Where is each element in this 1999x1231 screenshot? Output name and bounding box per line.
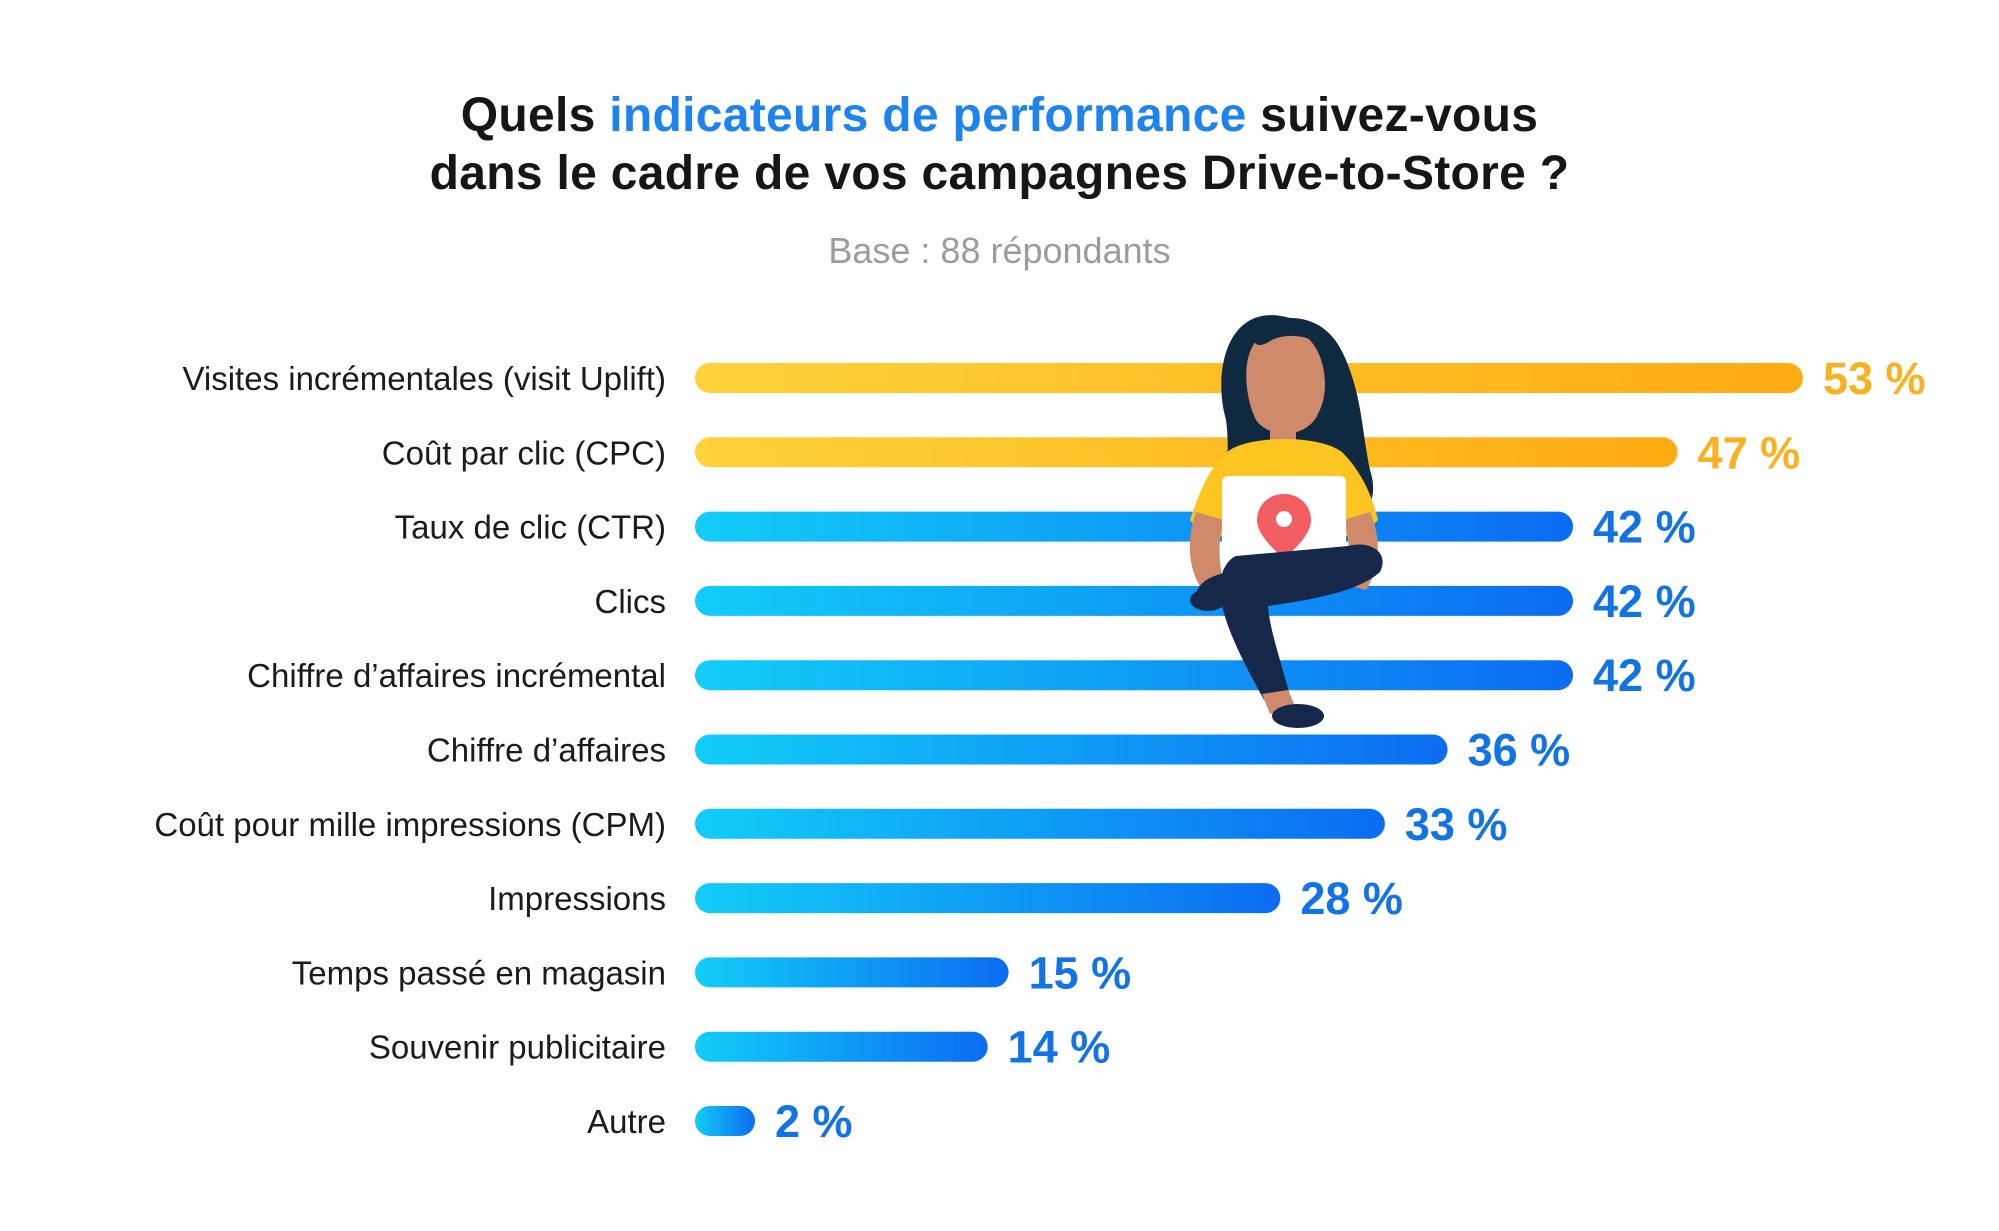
chart-title-line-1: Quels indicateurs de performance suivez-…	[0, 88, 1999, 143]
value-label: 42 %	[1593, 650, 1696, 701]
category-label: Temps passé en magasin	[292, 954, 666, 991]
value-label: 42 %	[1593, 576, 1696, 627]
category-label: Autre	[587, 1103, 666, 1140]
chart-subtitle: Base : 88 répondants	[828, 230, 1171, 271]
category-label: Chiffre d’affaires incrémental	[247, 657, 666, 694]
location-pin-icon	[1257, 494, 1311, 558]
value-label: 36 %	[1468, 725, 1571, 776]
category-label: Coût par clic (CPC)	[382, 434, 666, 471]
category-label: Taux de clic (CTR)	[395, 509, 666, 546]
category-label: Clics	[595, 583, 667, 620]
bar	[695, 1031, 988, 1062]
title-part-1: Quels	[460, 89, 610, 142]
value-label: 2 %	[775, 1096, 853, 1147]
title-highlight: indicateurs de performance	[609, 89, 1247, 142]
value-label: 28 %	[1300, 873, 1403, 924]
title-part-2: suivez-vous	[1246, 89, 1539, 142]
bar	[695, 437, 1678, 468]
chart-title-line-2: dans le cadre de vos campagnes Drive-to-…	[429, 147, 1570, 200]
bar	[695, 585, 1574, 616]
woman-with-laptop-icon	[1189, 315, 1383, 728]
category-label: Souvenir publicitaire	[369, 1029, 666, 1066]
category-label: Coût pour mille impressions (CPM)	[154, 806, 666, 843]
value-label: 33 %	[1405, 799, 1508, 850]
value-label: 15 %	[1029, 947, 1132, 998]
bar	[695, 511, 1574, 542]
bar	[695, 808, 1385, 839]
value-label: 14 %	[1008, 1022, 1111, 1073]
bar	[695, 1106, 755, 1136]
category-label: Visites incrémentales (visit Uplift)	[182, 360, 666, 397]
bars-layer: Visites incrémentales (visit Uplift) 53 %…	[154, 353, 1925, 1147]
category-label: Impressions	[488, 880, 666, 917]
bar	[695, 734, 1448, 765]
category-label: Chiffre d’affaires	[427, 732, 666, 769]
value-label: 53 %	[1823, 353, 1926, 404]
value-label: 47 %	[1698, 427, 1801, 478]
bar	[695, 660, 1574, 691]
value-label: 42 %	[1593, 502, 1696, 553]
bar	[695, 957, 1009, 988]
bar	[695, 883, 1281, 914]
